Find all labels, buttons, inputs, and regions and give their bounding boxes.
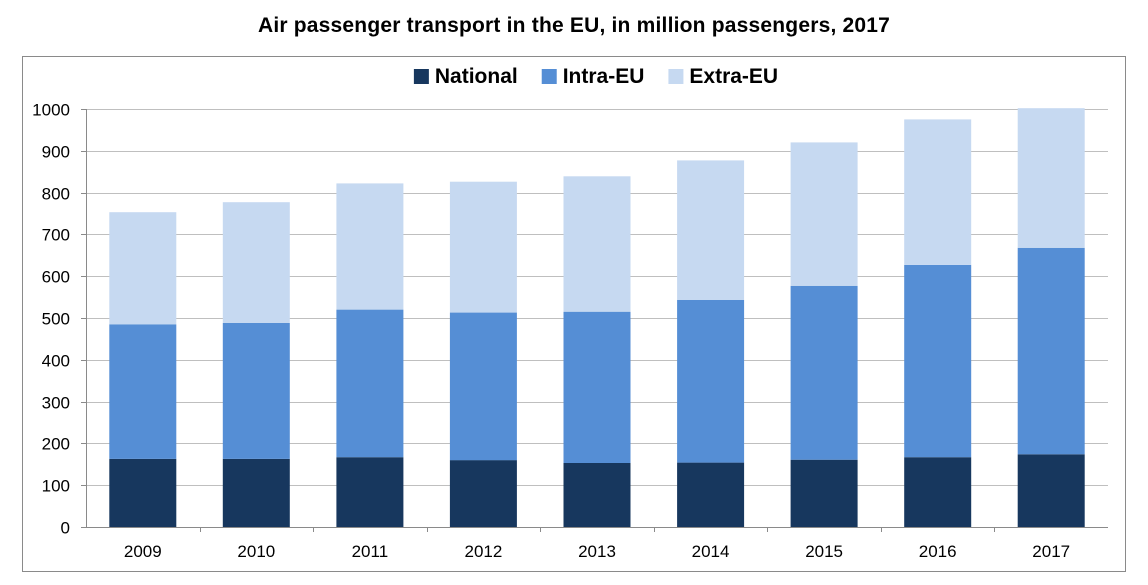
y-tick-label: 0	[61, 519, 70, 538]
legend-swatch-national	[413, 69, 429, 84]
y-tick-label: 700	[42, 226, 70, 245]
bar-extra-eu-2011	[336, 183, 404, 310]
bar-extra-eu-2009	[109, 212, 177, 325]
legend: National Intra-EU Extra-EU	[413, 65, 778, 88]
x-tick-label: 2010	[237, 542, 275, 561]
bar-intra-eu-2010	[222, 323, 290, 459]
y-tick-label: 300	[42, 394, 70, 413]
y-tick-label: 500	[42, 310, 70, 329]
bar-intra-eu-2012	[449, 312, 517, 461]
y-tick-label: 100	[42, 477, 70, 496]
bars	[109, 108, 1085, 527]
x-tick-label: 2014	[692, 542, 730, 561]
x-tick-label: 2017	[1032, 542, 1070, 561]
bar-extra-eu-2014	[677, 160, 745, 300]
bar-national-2012	[449, 460, 517, 527]
x-tick-label: 2015	[805, 542, 843, 561]
bar-intra-eu-2011	[336, 309, 404, 458]
bar-national-2013	[563, 463, 631, 527]
legend-swatch-intra-eu	[541, 69, 557, 84]
bar-national-2009	[109, 458, 177, 527]
legend-label-intra-eu: Intra-EU	[563, 65, 645, 88]
bar-extra-eu-2012	[449, 181, 517, 313]
legend-label-extra-eu: Extra-EU	[689, 65, 778, 88]
bar-national-2010	[222, 458, 290, 527]
bar-intra-eu-2009	[109, 324, 177, 459]
y-tick-label: 200	[42, 435, 70, 454]
y-tick-label: 600	[42, 268, 70, 287]
bar-national-2011	[336, 457, 404, 527]
y-tick-label: 900	[42, 143, 70, 162]
bar-intra-eu-2014	[677, 300, 745, 463]
bar-intra-eu-2013	[563, 311, 631, 463]
bar-extra-eu-2016	[904, 119, 972, 265]
bar-national-2017	[1017, 454, 1085, 527]
y-tick-label: 800	[42, 185, 70, 204]
y-tick-label: 400	[42, 352, 70, 371]
y-tick-label: 1000	[32, 101, 70, 120]
x-tick-label: 2016	[919, 542, 957, 561]
x-tick-label: 2009	[124, 542, 162, 561]
axes: 0 100 200 300 400 500 600 700 800 900 1000 2009 2010…	[32, 101, 1108, 561]
bar-extra-eu-2013	[563, 176, 631, 312]
bar-extra-eu-2015	[790, 142, 858, 286]
bar-national-2015	[790, 459, 858, 527]
legend-label-national: National	[435, 65, 518, 88]
bar-extra-eu-2017	[1017, 108, 1085, 248]
bar-intra-eu-2016	[904, 264, 972, 458]
legend-swatch-extra-eu	[668, 69, 684, 84]
bar-intra-eu-2015	[790, 285, 858, 460]
bar-national-2014	[677, 462, 745, 527]
x-tick-label: 2012	[465, 542, 503, 561]
chart-title: Air passenger transport in the EU, in mi…	[257, 14, 891, 37]
bar-extra-eu-2010	[222, 202, 290, 323]
x-tick-label: 2013	[578, 542, 616, 561]
chart-frame	[22, 56, 1126, 572]
bar-national-2016	[904, 457, 972, 527]
bar-intra-eu-2017	[1017, 247, 1085, 455]
x-tick-label: 2011	[352, 542, 389, 561]
